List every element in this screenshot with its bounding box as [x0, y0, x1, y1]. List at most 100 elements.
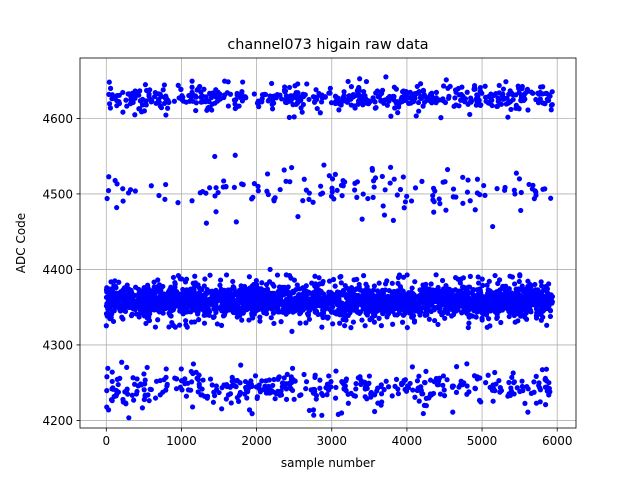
data-point	[475, 274, 481, 280]
data-point	[183, 309, 190, 315]
data-point	[537, 96, 543, 102]
data-point	[506, 286, 512, 292]
data-point	[427, 377, 434, 383]
data-point	[156, 192, 162, 199]
data-point	[397, 305, 404, 311]
data-point	[162, 95, 168, 101]
data-point	[144, 364, 150, 371]
data-point	[437, 391, 444, 397]
data-point	[105, 407, 112, 413]
data-point	[105, 306, 111, 312]
data-point	[499, 293, 506, 299]
data-point	[366, 373, 372, 379]
data-point	[207, 272, 213, 278]
data-point	[270, 310, 277, 316]
data-point	[431, 307, 437, 313]
data-point	[436, 97, 442, 103]
data-point	[254, 100, 261, 106]
data-point	[306, 316, 313, 322]
data-point	[251, 281, 257, 288]
data-point	[505, 114, 511, 120]
data-point	[389, 280, 395, 286]
data-point	[342, 323, 348, 329]
data-point	[329, 176, 336, 182]
data-point	[278, 388, 284, 394]
data-point	[304, 81, 310, 87]
data-point	[474, 176, 481, 182]
data-point	[300, 285, 306, 291]
data-point	[543, 90, 549, 97]
data-point	[508, 106, 514, 113]
data-point	[291, 277, 297, 283]
data-point	[530, 90, 536, 96]
data-point	[141, 387, 147, 393]
data-point	[124, 364, 130, 371]
data-point	[270, 382, 276, 389]
data-point	[316, 275, 322, 281]
data-point	[313, 302, 319, 309]
data-point	[289, 328, 295, 334]
data-point	[399, 382, 405, 388]
y-tick-label: 4500	[42, 187, 73, 201]
data-point	[343, 317, 349, 323]
chart-title: channel073 higain raw data	[227, 37, 428, 53]
data-point	[549, 299, 555, 305]
data-point	[495, 280, 501, 287]
data-point	[170, 274, 177, 281]
data-point	[243, 287, 249, 293]
data-point	[345, 312, 351, 318]
data-point	[434, 288, 441, 294]
data-point	[539, 367, 545, 373]
data-point	[211, 306, 217, 312]
data-point	[189, 78, 195, 84]
data-point	[396, 272, 403, 278]
data-point	[378, 382, 384, 388]
data-point	[396, 310, 402, 317]
data-point	[276, 309, 283, 315]
data-point	[192, 273, 198, 279]
data-point	[114, 204, 120, 211]
data-point	[123, 401, 129, 407]
data-point	[372, 408, 378, 415]
data-point	[399, 89, 406, 95]
data-point	[125, 286, 132, 292]
data-point	[353, 381, 359, 387]
data-point	[360, 99, 366, 105]
data-point	[521, 312, 527, 318]
data-point	[420, 391, 426, 397]
data-point	[158, 287, 164, 293]
data-point	[536, 382, 542, 389]
data-point	[202, 307, 208, 314]
data-point	[345, 400, 351, 406]
data-point	[513, 102, 519, 108]
data-point	[545, 97, 552, 103]
data-point	[266, 377, 272, 383]
data-point	[312, 309, 318, 315]
data-point	[189, 89, 195, 95]
data-point	[357, 374, 363, 380]
data-point	[530, 182, 536, 188]
data-point	[183, 322, 189, 328]
data-point	[422, 310, 428, 316]
data-point	[196, 285, 203, 291]
data-point	[239, 98, 245, 104]
x-tick-label: 1000	[166, 434, 197, 448]
data-point	[505, 305, 511, 311]
data-point	[393, 376, 400, 382]
data-point	[195, 86, 202, 92]
data-point	[475, 309, 481, 315]
data-point	[392, 383, 398, 389]
data-point	[220, 313, 227, 319]
data-point	[231, 184, 237, 191]
data-point	[453, 389, 460, 395]
data-point	[278, 392, 285, 398]
data-point	[536, 309, 542, 315]
data-point	[465, 101, 471, 107]
data-point	[219, 385, 225, 391]
x-tick-label: 6000	[542, 434, 573, 448]
data-point	[543, 366, 550, 372]
data-point	[288, 93, 294, 99]
data-point	[371, 319, 377, 325]
y-axis: 4200 4300 4400 4500 4600	[42, 112, 80, 428]
